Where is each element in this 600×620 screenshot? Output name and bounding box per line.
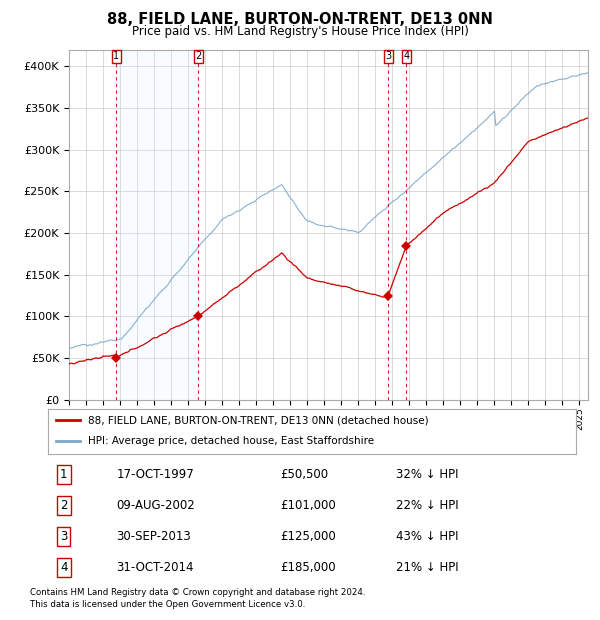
Text: 43% ↓ HPI: 43% ↓ HPI <box>397 530 459 542</box>
Text: 09-AUG-2002: 09-AUG-2002 <box>116 499 196 511</box>
Text: 30-SEP-2013: 30-SEP-2013 <box>116 530 191 542</box>
Text: HPI: Average price, detached house, East Staffordshire: HPI: Average price, detached house, East… <box>88 436 374 446</box>
Text: Contains HM Land Registry data © Crown copyright and database right 2024.: Contains HM Land Registry data © Crown c… <box>30 588 365 597</box>
Text: 88, FIELD LANE, BURTON-ON-TRENT, DE13 0NN: 88, FIELD LANE, BURTON-ON-TRENT, DE13 0N… <box>107 12 493 27</box>
Text: 88, FIELD LANE, BURTON-ON-TRENT, DE13 0NN (detached house): 88, FIELD LANE, BURTON-ON-TRENT, DE13 0N… <box>88 415 428 425</box>
Text: 4: 4 <box>60 561 68 574</box>
Text: 1: 1 <box>60 468 68 481</box>
Text: 22% ↓ HPI: 22% ↓ HPI <box>397 499 459 511</box>
Text: 2: 2 <box>60 499 68 511</box>
Text: 3: 3 <box>385 51 391 61</box>
Text: 31-OCT-2014: 31-OCT-2014 <box>116 561 194 574</box>
Text: 4: 4 <box>403 51 409 61</box>
Text: 3: 3 <box>60 530 68 542</box>
Text: £185,000: £185,000 <box>280 561 336 574</box>
Text: £101,000: £101,000 <box>280 499 336 511</box>
Text: This data is licensed under the Open Government Licence v3.0.: This data is licensed under the Open Gov… <box>30 600 305 609</box>
Text: 2: 2 <box>196 51 202 61</box>
Text: Price paid vs. HM Land Registry's House Price Index (HPI): Price paid vs. HM Land Registry's House … <box>131 25 469 38</box>
Text: £125,000: £125,000 <box>280 530 336 542</box>
Text: 1: 1 <box>113 51 119 61</box>
Bar <box>116 50 199 400</box>
Text: 32% ↓ HPI: 32% ↓ HPI <box>397 468 459 481</box>
Text: £50,500: £50,500 <box>280 468 328 481</box>
Text: 17-OCT-1997: 17-OCT-1997 <box>116 468 194 481</box>
Text: 21% ↓ HPI: 21% ↓ HPI <box>397 561 459 574</box>
